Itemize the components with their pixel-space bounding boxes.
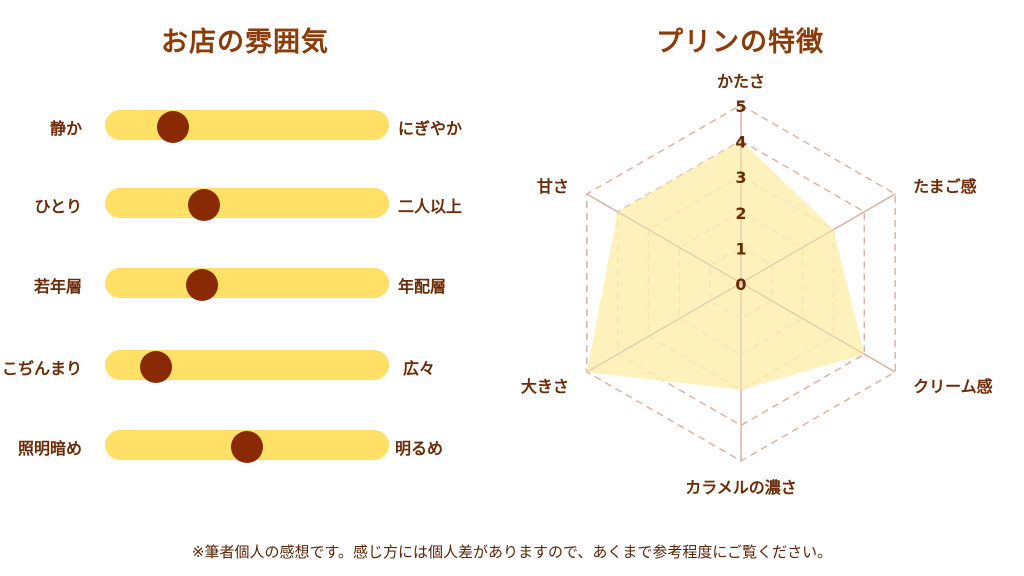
atmosphere-title: お店の雰囲気 [161,27,329,58]
slider-knob [140,351,173,383]
radar-data-area [586,140,865,390]
slider-right-label: にぎやか [398,119,463,138]
radar-tick-label: 4 [735,133,746,152]
slider-left-label: 若年層 [33,277,82,296]
atmosphere-slider: 照明暗め 明るめ [0,425,520,465]
atmosphere-slider: 静か にぎやか [0,105,520,145]
radar-axis-label: 大きさ [521,377,569,396]
slider-track [105,350,389,383]
slider-track [105,268,389,301]
radar-tick-label: 0 [735,275,746,294]
radar-spoke-overlay [740,282,896,373]
atmosphere-slider: 若年層 年配層 [0,263,520,303]
radar-tick-label: 1 [735,239,746,258]
radar-axis-label: たまご感 [913,177,977,196]
slider-track [105,430,389,463]
radar-spoke-overlay [586,193,742,284]
atmosphere-slider: こぢんまり 広々 [0,345,520,385]
slider-right-label: 広々 [402,359,435,378]
slider-left-label: 照明暗め [17,439,82,458]
slider-knob [231,431,263,463]
radar-axis-label: クリーム感 [913,377,993,396]
radar-tick-label: 3 [735,168,746,187]
slider-right-label: 年配層 [398,277,447,296]
radar-tick-label: 2 [735,204,746,223]
footnote: ※筆者個人の感想です。感じ方には個人差がありますので、あくまで参考程度にご覧くだ… [191,543,833,561]
radar-axis-label: 甘さ [537,177,569,196]
slider-track [105,110,389,143]
slider-knob [157,111,190,143]
slider-track [105,188,389,221]
radar-axis-label: かたさ [717,72,765,91]
characteristics-title: プリンの特徴 [656,27,824,58]
atmosphere-slider: ひとり 二人以上 [0,183,520,223]
radar-axis-label: カラメルの濃さ [685,478,797,497]
slider-left-label: こぢんまり [1,359,82,378]
slider-left-label: 静か [49,119,82,138]
radar-spoke-overlay [586,282,742,373]
slider-left-label: ひとり [34,197,82,216]
radar-tick-label: 5 [735,97,746,116]
slider-right-label: 明るめ [394,439,443,458]
slider-knob [188,189,221,221]
radar-spoke-overlay [740,193,896,284]
slider-knob [185,269,218,301]
slider-right-label: 二人以上 [398,197,463,216]
